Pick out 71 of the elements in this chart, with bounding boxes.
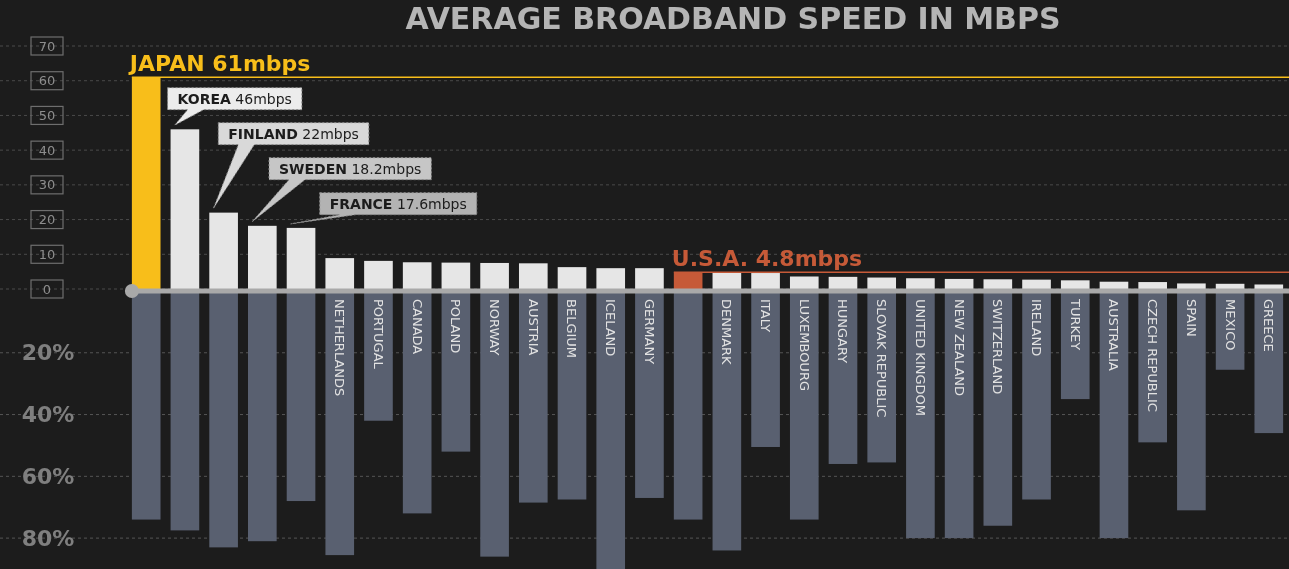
bar [789, 276, 819, 289]
bar [1177, 283, 1206, 289]
x-tick-label: MEXICO [1222, 299, 1238, 351]
x-tick-label: ITALY [758, 299, 774, 333]
annotation: FRANCE 17.6mbps [329, 195, 467, 212]
x-tick-label: AUSTRIA [525, 299, 541, 356]
chart-title: AVERAGE BROADBAND SPEED IN MBPS [405, 1, 1061, 36]
y-tick-label: 20% [21, 340, 75, 366]
bar [170, 129, 200, 289]
x-tick-label: HUNGARY [835, 299, 851, 364]
bar [325, 258, 355, 289]
bar [518, 263, 548, 289]
bar [867, 277, 897, 289]
x-tick-label: BELGIUM [564, 299, 580, 359]
ref-line-label: JAPAN 61mbps [127, 51, 311, 77]
ref-line-label: U.S.A. 4.8mbps [671, 246, 863, 272]
x-tick-label: GERMANY [641, 299, 657, 365]
bar [209, 212, 238, 289]
x-tick-label: LUXEMBOURG [796, 299, 812, 391]
x-tick-label: CANADA [409, 299, 425, 355]
y-tick-label: 0 [42, 281, 52, 297]
bar [286, 227, 316, 289]
x-tick-label: SLOVAK REPUBLIC [874, 299, 890, 418]
bar [635, 268, 664, 289]
x-tick-label: TURKEY [1067, 298, 1083, 351]
x-tick-label: NEW ZEALAND [951, 299, 967, 397]
y-tick-label: 30 [38, 177, 56, 193]
bar [1060, 280, 1090, 289]
annotation: KOREA 46mbps [177, 90, 292, 107]
annotation: FINLAND 22mbps [228, 125, 359, 142]
x-tick-label: GREECE [1261, 299, 1277, 352]
bar [751, 273, 780, 289]
bar [1099, 281, 1129, 289]
bar [480, 262, 509, 289]
bar [402, 262, 432, 289]
x-tick-label: NETHERLANDS [332, 299, 348, 397]
x-tick-label: SPAIN [1183, 299, 1199, 337]
bar [944, 278, 974, 289]
x-tick-label: NORWAY [487, 299, 503, 356]
bar [1022, 279, 1051, 289]
y-tick-label: 20 [38, 212, 56, 228]
bar [1215, 283, 1245, 289]
x-tick-label: CZECH REPUBLIC [1145, 299, 1161, 412]
x-tick-label: POLAND [448, 299, 464, 354]
x-tick-label: IRELAND [1028, 299, 1044, 357]
bar [364, 260, 393, 289]
bar [1254, 284, 1284, 289]
y-tick-label: 60% [21, 464, 75, 490]
x-tick-label: AUSTRALIA [1106, 299, 1122, 372]
y-tick-label: 10 [38, 246, 56, 262]
y-tick-label: 40 [38, 142, 56, 158]
bar [596, 268, 626, 289]
x-tick-label: DENMARK [719, 299, 735, 366]
bar [557, 267, 587, 289]
bar [712, 271, 742, 289]
x-tick-label: PORTUGAL [370, 299, 386, 370]
y-tick-label: 40% [21, 402, 75, 428]
annotation: SWEDEN 18.2mbps [279, 160, 422, 177]
bar [248, 225, 277, 289]
bar [828, 276, 858, 289]
x-tick-label: ICELAND [603, 299, 619, 357]
y-tick-label: 80% [21, 525, 75, 551]
x-tick-label: SWITZERLAND [990, 299, 1006, 395]
bar [983, 279, 1013, 289]
y-tick-label: 60 [38, 73, 56, 89]
y-tick-label: 50 [38, 107, 56, 123]
y-tick-label: 70 [38, 38, 56, 54]
bar [1138, 282, 1167, 289]
x-tick-label: UNITED KINGDOM [912, 299, 928, 416]
bar [906, 278, 935, 289]
bar [441, 262, 471, 289]
